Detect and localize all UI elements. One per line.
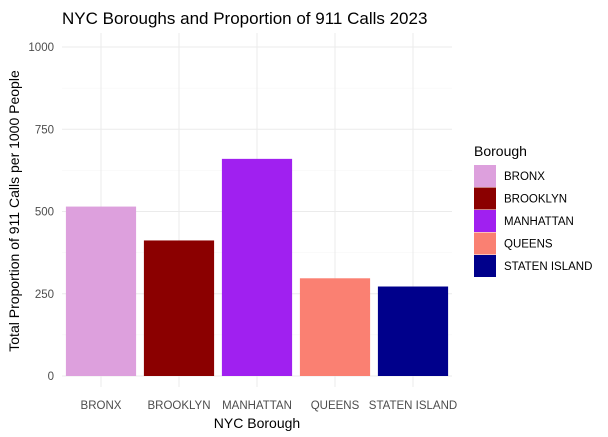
bar-staten-island bbox=[377, 286, 449, 376]
x-tick-label: QUEENS bbox=[311, 400, 360, 412]
y-tick-label: 1000 bbox=[28, 42, 54, 54]
legend: Borough BRONX BROOKLYN MANHATTAN QUEENS STAT… bbox=[474, 143, 592, 277]
bar-queens bbox=[299, 278, 371, 376]
legend-label: BROOKLYN bbox=[504, 194, 567, 206]
legend-label: STATEN ISLAND bbox=[504, 261, 592, 273]
legend-swatch bbox=[474, 232, 496, 255]
y-tick-label: 750 bbox=[35, 124, 54, 136]
x-axis-ticks: BRONX BROOKLYN MANHATTAN QUEENS STATEN ISLAN… bbox=[81, 400, 458, 412]
x-axis-title: NYC Borough bbox=[214, 415, 300, 431]
y-tick-label: 0 bbox=[48, 371, 54, 383]
bar-bronx bbox=[65, 206, 137, 376]
legend-items: BRONX BROOKLYN MANHATTAN QUEENS STATEN ISLAN… bbox=[474, 165, 592, 277]
y-tick-label: 250 bbox=[35, 289, 54, 301]
x-tick-label: STATEN ISLAND bbox=[369, 400, 457, 412]
x-tick-label: MANHATTAN bbox=[222, 400, 292, 412]
legend-swatch bbox=[474, 210, 496, 232]
legend-title: Borough bbox=[474, 143, 527, 159]
chart-title: NYC Boroughs and Proportion of 911 Calls… bbox=[62, 9, 427, 28]
legend-swatch bbox=[474, 165, 496, 187]
x-tick-label: BROOKLYN bbox=[147, 400, 210, 412]
bar-manhattan bbox=[221, 158, 293, 376]
bars bbox=[65, 158, 449, 376]
legend-label: MANHATTAN bbox=[504, 216, 574, 228]
y-tick-label: 500 bbox=[35, 207, 54, 219]
y-axis-title: Total Proportion of 911 Calls per 1000 P… bbox=[6, 70, 22, 352]
bar-brooklyn bbox=[143, 240, 215, 376]
y-axis-ticks: 0 250 500 750 1000 bbox=[28, 42, 54, 383]
legend-swatch bbox=[474, 255, 496, 277]
x-tick-label: BRONX bbox=[81, 400, 122, 412]
legend-swatch bbox=[474, 187, 496, 210]
legend-label: BRONX bbox=[504, 171, 545, 183]
legend-label: QUEENS bbox=[504, 239, 553, 251]
